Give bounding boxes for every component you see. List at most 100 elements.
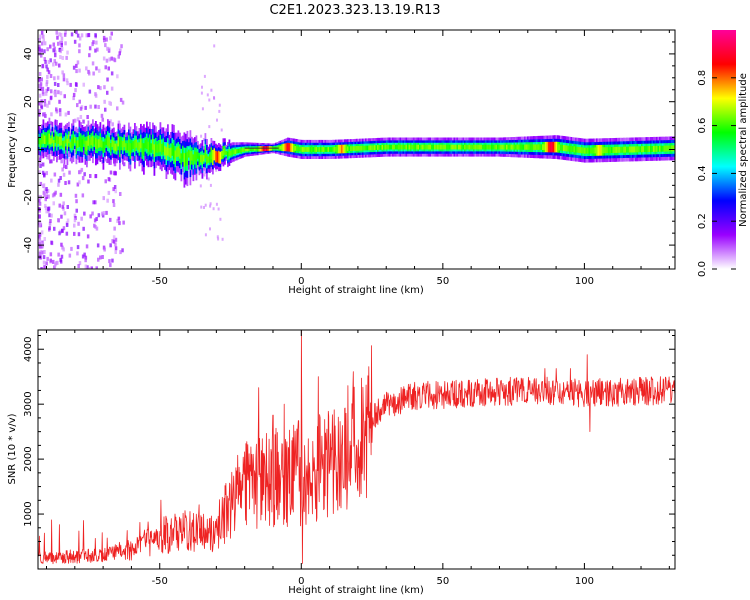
heatmap-cell (40, 267, 43, 269)
heatmap-cell (65, 165, 68, 169)
heatmap-cell (88, 46, 92, 51)
heatmap-cell (84, 264, 88, 269)
heatmap-cell (437, 144, 439, 150)
heatmap-cell (230, 150, 232, 156)
heatmap-cell (390, 144, 393, 150)
heatmap-cell (665, 145, 667, 152)
heatmap-cell (299, 146, 301, 152)
heatmap-cell (46, 87, 50, 92)
heatmap-cell (73, 231, 76, 236)
heatmap-cell (596, 147, 598, 154)
heatmap-cell (43, 112, 46, 117)
heatmap-cell (43, 173, 46, 178)
heatmap-cell (557, 144, 559, 151)
heatmap-cell (468, 144, 471, 150)
heatmap-cell (405, 144, 408, 150)
heatmap-cell (38, 214, 41, 219)
heatmap-cell (38, 136, 40, 145)
heatmap-cell (620, 146, 622, 153)
heatmap-cell (41, 242, 45, 247)
heatmap-cell (39, 161, 43, 166)
snr-xtick-label: 50 (436, 576, 449, 587)
heatmap-cell (46, 67, 49, 72)
heatmap-cell (516, 144, 519, 150)
heatmap-cell (261, 147, 264, 151)
heatmap-cell (209, 204, 212, 208)
heatmap-cell (97, 85, 100, 90)
heatmap-cell (375, 145, 378, 150)
heatmap-cell (263, 147, 265, 151)
heatmap-cell (118, 51, 121, 56)
heatmap-cell (42, 260, 46, 265)
heatmap-cell (97, 257, 100, 262)
heatmap-cell (587, 147, 589, 154)
heatmap-cell (540, 144, 543, 150)
heatmap-cell (177, 146, 180, 157)
heatmap-cell (102, 35, 106, 40)
heatmap-cell (55, 107, 58, 112)
heatmap-cell (479, 144, 481, 150)
heatmap-cell (65, 223, 69, 227)
heatmap-cell (81, 254, 85, 259)
heatmap-cell (537, 144, 540, 150)
heatmap-cell (395, 144, 397, 150)
heatmap-cell (494, 144, 496, 150)
heatmap-cell (85, 66, 88, 71)
heatmap-cell (483, 144, 486, 150)
heatmap-cell (396, 144, 399, 150)
heatmap-cell (102, 196, 105, 201)
heatmap-cell (38, 251, 42, 256)
heatmap-cell (293, 145, 295, 151)
heatmap-cell (53, 76, 56, 81)
heatmap-cell (53, 265, 56, 269)
heatmap-cell (94, 174, 97, 179)
heatmap-cell (627, 146, 630, 153)
heatmap-cell (41, 136, 43, 145)
heatmap-cell (41, 154, 44, 159)
heatmap-cell (59, 91, 63, 96)
heatmap-cell (150, 143, 153, 153)
heatmap-cell (49, 121, 52, 126)
heatmap-cell (585, 147, 588, 154)
heatmap-cell (66, 50, 69, 55)
heatmap-cell (38, 101, 41, 106)
heatmap-cell (105, 137, 108, 146)
heatmap-cell (78, 170, 81, 175)
heatmap-cell (105, 210, 108, 215)
heatmap-cell (461, 144, 463, 150)
heatmap-cell (308, 147, 310, 152)
heatmap-cell (94, 225, 97, 229)
heatmap-cell (105, 267, 109, 269)
heatmap-cell (88, 71, 91, 76)
heatmap-cell (317, 147, 319, 152)
heatmap-cell (204, 233, 207, 237)
heatmap-cell (462, 144, 465, 150)
heatmap-cell (81, 193, 85, 198)
heatmap-cell (54, 190, 57, 195)
heatmap-cell (498, 144, 501, 150)
heatmap-cell (564, 145, 567, 152)
heatmap-cell (202, 138, 205, 141)
heatmap-cell (248, 147, 250, 151)
heatmap-cell (76, 251, 79, 256)
heatmap-cell (57, 178, 61, 183)
heatmap-cell (444, 144, 447, 150)
heatmap-cell (101, 255, 104, 259)
heatmap-cell (49, 159, 52, 164)
heatmap-cell (108, 259, 111, 264)
heatmap-cell (185, 152, 187, 166)
snr-ytick-label: 3000 (23, 391, 34, 416)
heatmap-cell (70, 32, 74, 37)
heatmap-cell (110, 71, 114, 76)
heatmap-cell (93, 223, 96, 228)
heatmap-cell (63, 211, 67, 216)
spectrogram-xtick-label: 100 (575, 276, 594, 287)
heatmap-cell (176, 147, 178, 158)
heatmap-cell (94, 48, 97, 53)
heatmap-cell (41, 90, 45, 95)
heatmap-cell (58, 108, 62, 113)
heatmap-cell (220, 128, 223, 132)
heatmap-cell (651, 145, 654, 152)
heatmap-cell (43, 41, 47, 46)
